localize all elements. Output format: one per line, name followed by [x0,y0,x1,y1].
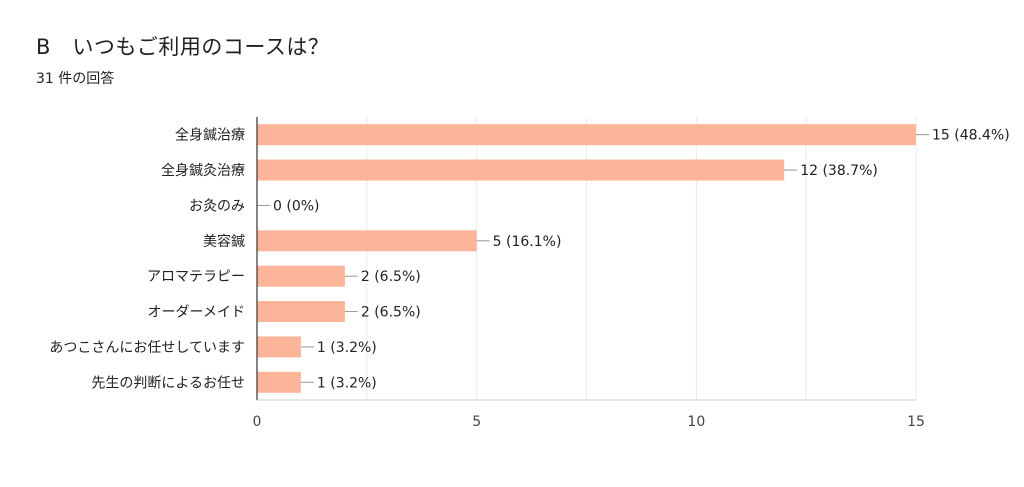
data-label: 2 (6.5%) [361,269,421,285]
category-label: お灸のみ [189,198,245,214]
category-label: アロマテラピー [147,269,245,285]
category-label: 全身鍼灸治療 [161,162,245,179]
bar [257,301,345,323]
x-tick-label: 0 [253,414,262,430]
category-label: 美容鍼 [203,233,245,250]
data-label: 1 (3.2%) [317,375,377,391]
data-label: 5 (16.1%) [493,234,562,250]
data-label: 1 (3.2%) [317,340,377,356]
bar [257,336,301,358]
bar [257,371,301,393]
bar [257,265,345,287]
x-tick-label: 5 [472,414,481,430]
bar [257,230,477,252]
question-title: B いつもご利用のコースは？ [36,35,330,59]
x-tick-label: 10 [687,414,705,430]
data-label: 15 (48.4%) [932,128,1010,144]
x-tick-label: 15 [907,414,925,430]
data-label: 2 (6.5%) [361,305,421,321]
category-label: 先生の判断によるお任せ [91,375,245,391]
response-count: 31 件の回答 [36,71,115,87]
bar [257,124,916,146]
category-label: 全身鍼治療 [175,127,245,144]
category-label: あつこさんにお任せしています [49,340,245,356]
category-label: オーダーメイド [148,305,245,321]
data-label: 12 (38.7%) [800,163,878,179]
bar [257,159,785,181]
data-label: 0 (0%) [273,198,320,214]
